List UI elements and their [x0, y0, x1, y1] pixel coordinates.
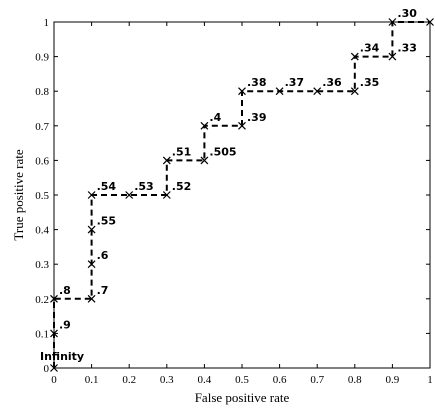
roc-point-marker [313, 87, 322, 96]
roc-point-marker [388, 52, 397, 61]
x-tick-label: 0.4 [198, 374, 212, 386]
x-tick-label: 0.6 [273, 374, 287, 386]
x-tick-label: 0.1 [85, 374, 99, 386]
y-tick-label: 0.4 [35, 225, 49, 237]
y-tick-label: 1 [44, 17, 50, 29]
y-tick-label: 0.2 [35, 294, 49, 306]
y-tick-label: 0.1 [35, 328, 49, 340]
roc-point-marker [200, 156, 209, 165]
x-tick-label: 0 [51, 374, 57, 386]
point-threshold-label: .39 [247, 111, 267, 124]
roc-point-marker [426, 18, 434, 26]
point-threshold-label: .7 [97, 284, 109, 297]
series-group [50, 18, 434, 372]
roc-point-marker [238, 121, 246, 130]
y-tick-label: 0 [44, 363, 50, 375]
roc-point-marker [87, 225, 96, 234]
point-threshold-label: .4 [209, 111, 221, 124]
point-threshold-label: Infinity [40, 350, 84, 363]
point-threshold-label: .37 [285, 76, 305, 89]
plot-frame [53, 21, 431, 369]
point-threshold-label: .51 [172, 145, 192, 158]
roc-point-marker [50, 329, 58, 338]
x-tick-label: 0.8 [348, 374, 362, 386]
point-threshold-label: .55 [97, 215, 117, 228]
point-threshold-label: .54 [97, 180, 117, 193]
roc-point-marker [238, 87, 246, 96]
point-threshold-label: .34 [360, 42, 380, 55]
roc-point-marker [200, 121, 209, 130]
roc-point-marker [388, 18, 397, 26]
y-tick-label: 0.5 [35, 190, 49, 202]
roc-point-marker [87, 191, 96, 199]
roc-point-marker [275, 87, 284, 96]
x-tick-label: 1 [427, 374, 433, 386]
roc-point-marker [50, 294, 58, 303]
point-threshold-label: .35 [360, 76, 380, 89]
point-threshold-label: .33 [397, 42, 417, 55]
point-labels: Infinity .9 .8 .7 .6 .55 .54 .53 .52 .51 .505 .4 .39… [40, 7, 417, 363]
y-tick-label: 0.3 [35, 259, 49, 271]
roc-point-marker [350, 52, 359, 61]
x-tick-label: 0.2 [122, 374, 136, 386]
roc-point-marker [162, 156, 171, 165]
roc-point-marker [162, 191, 171, 199]
roc-point-marker [350, 87, 359, 96]
point-threshold-label: .30 [397, 7, 417, 20]
roc-point-marker [87, 294, 96, 303]
x-tick-label: 0.7 [310, 374, 324, 386]
point-threshold-label: .38 [247, 76, 267, 89]
y-tick-label: 0.8 [35, 86, 49, 98]
y-tick-label: 0.9 [35, 52, 49, 64]
x-axis-title: False positive rate [195, 390, 290, 405]
point-threshold-label: .8 [59, 284, 71, 297]
point-threshold-label: .53 [134, 180, 154, 193]
x-tick-label: 0.3 [160, 374, 174, 386]
roc-point-marker [50, 364, 58, 372]
roc-point-marker [87, 260, 96, 269]
x-tick-label: 0.5 [235, 374, 249, 386]
roc-curve-line [53, 21, 430, 368]
point-threshold-label: .9 [59, 318, 71, 331]
point-threshold-label: .52 [172, 180, 192, 193]
y-axis-title: True positive rate [11, 149, 26, 240]
point-threshold-label: .36 [322, 76, 342, 89]
y-tick-label: 0.6 [35, 155, 49, 167]
point-threshold-label: .505 [209, 145, 236, 158]
point-threshold-label: .6 [97, 249, 109, 262]
y-tick-label: 0.7 [35, 121, 49, 133]
x-tick-label: 0.9 [386, 374, 400, 386]
axis-ticks: 0 0.1 0.2 0.3 0.4 0.5 0.6 0.7 0.8 0.9 1 0 0.1 0.2 0.3 0… [35, 17, 433, 386]
roc-point-marker [125, 191, 134, 199]
